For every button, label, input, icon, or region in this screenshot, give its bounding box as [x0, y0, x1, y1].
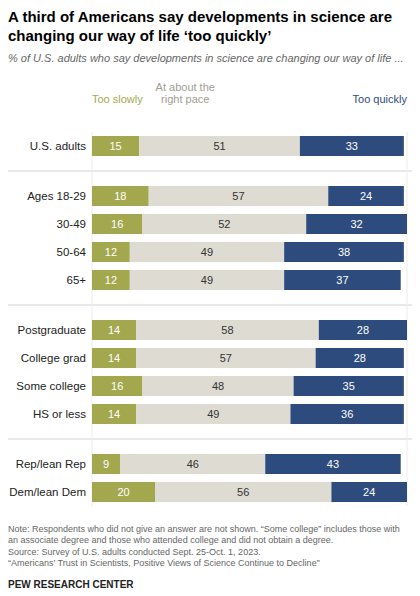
legend-label: Too quickly	[353, 93, 408, 105]
data-label: 57	[220, 352, 232, 364]
data-label: 32	[350, 218, 362, 230]
category-label: Ages 18-29	[27, 190, 86, 202]
data-label: 43	[327, 458, 339, 470]
bar-segment	[290, 404, 403, 424]
data-label: 49	[201, 246, 213, 258]
bar-segment	[130, 242, 284, 262]
data-label: 51	[213, 140, 225, 152]
bar-segment	[92, 136, 139, 156]
annotation: Note: Respondents who did not give an an…	[8, 524, 400, 545]
data-label: 38	[338, 246, 350, 258]
bar-segment	[120, 454, 265, 474]
legend-label: At about theright pace	[156, 81, 215, 105]
bar-segment	[331, 482, 407, 502]
chart: A third of Americans say developments in…	[0, 0, 420, 596]
category-label: Postgraduate	[18, 324, 86, 336]
bar-segment	[149, 186, 329, 206]
annotation: Source: Survey of U.S. adults conducted …	[8, 547, 261, 557]
data-label: 56	[237, 486, 249, 498]
data-labels: 15 51 33 18 57 24 16 52 32 12 49 38 12 49 37 14 58 28 14 57…	[103, 140, 375, 498]
data-label: 14	[108, 408, 120, 420]
category-label: 50-64	[57, 246, 87, 258]
bar-segment	[316, 348, 404, 368]
bar-segment	[92, 270, 130, 290]
data-label: 20	[117, 486, 129, 498]
category-label: HS or less	[33, 408, 86, 420]
group-separator	[8, 305, 412, 306]
data-label: 52	[218, 218, 230, 230]
bar-segment	[92, 214, 142, 234]
data-label: 18	[114, 190, 126, 202]
data-label: 15	[110, 140, 122, 152]
bar-segment	[328, 186, 404, 206]
annotation: “Americans’ Trust in Scientists, Positiv…	[8, 558, 320, 568]
bar-segment	[92, 482, 155, 502]
bar-segment	[92, 348, 136, 368]
category-label: Dem/lean Dem	[9, 486, 86, 498]
title: A third of Americans say developments in…	[8, 8, 392, 44]
bar-segment	[300, 136, 404, 156]
category-label: College grad	[21, 352, 86, 364]
bar-segment	[92, 376, 142, 396]
data-label: 49	[201, 274, 213, 286]
bar-segment	[136, 320, 319, 340]
data-label: 16	[111, 218, 123, 230]
bar-segment	[284, 242, 404, 262]
data-label: 48	[212, 380, 224, 392]
data-label: 12	[105, 274, 117, 286]
brand: PEW RESEARCH CENTER	[8, 579, 134, 590]
bar-segment	[294, 376, 404, 396]
data-label: 12	[105, 246, 117, 258]
subtitle: % of U.S. adults who say developments in…	[8, 52, 404, 64]
bar-segment	[284, 270, 401, 290]
data-label: 14	[108, 352, 120, 364]
bar-segment	[130, 270, 284, 290]
data-label: 14	[108, 324, 120, 336]
bar-segment	[142, 376, 293, 396]
data-label: 28	[354, 352, 366, 364]
group-separator	[8, 171, 412, 172]
bar-segment	[92, 186, 149, 206]
category-label: 65+	[66, 274, 86, 286]
data-label: 16	[111, 380, 123, 392]
bar-segment	[136, 404, 290, 424]
bar-segment	[136, 348, 316, 368]
category-label: U.S. adults	[30, 140, 86, 152]
data-label: 58	[221, 324, 233, 336]
data-label: 33	[346, 140, 358, 152]
bar-segment	[139, 136, 300, 156]
bar-segment	[92, 404, 136, 424]
data-label: 28	[357, 324, 369, 336]
bar-segment	[92, 454, 120, 474]
category-label: 30-49	[57, 218, 86, 230]
group-separator	[8, 439, 412, 440]
axis-line	[407, 132, 408, 506]
category-label: Rep/lean Rep	[16, 458, 86, 470]
bar-segment	[306, 214, 407, 234]
data-label: 36	[341, 408, 353, 420]
data-label: 49	[207, 408, 219, 420]
bar-segment	[142, 214, 306, 234]
bar-segment	[265, 454, 400, 474]
data-label: 37	[336, 274, 348, 286]
bar-segment	[92, 320, 136, 340]
bar-segment	[92, 242, 130, 262]
bar-segment	[319, 320, 407, 340]
data-label: 9	[103, 458, 109, 470]
category-label: Some college	[16, 380, 86, 392]
bar-segment	[155, 482, 331, 502]
data-label: 46	[187, 458, 199, 470]
legend-label: Too slowly	[92, 93, 143, 105]
data-label: 24	[360, 190, 372, 202]
bars	[92, 136, 407, 502]
data-label: 35	[343, 380, 355, 392]
data-label: 24	[363, 486, 375, 498]
data-label: 57	[232, 190, 244, 202]
